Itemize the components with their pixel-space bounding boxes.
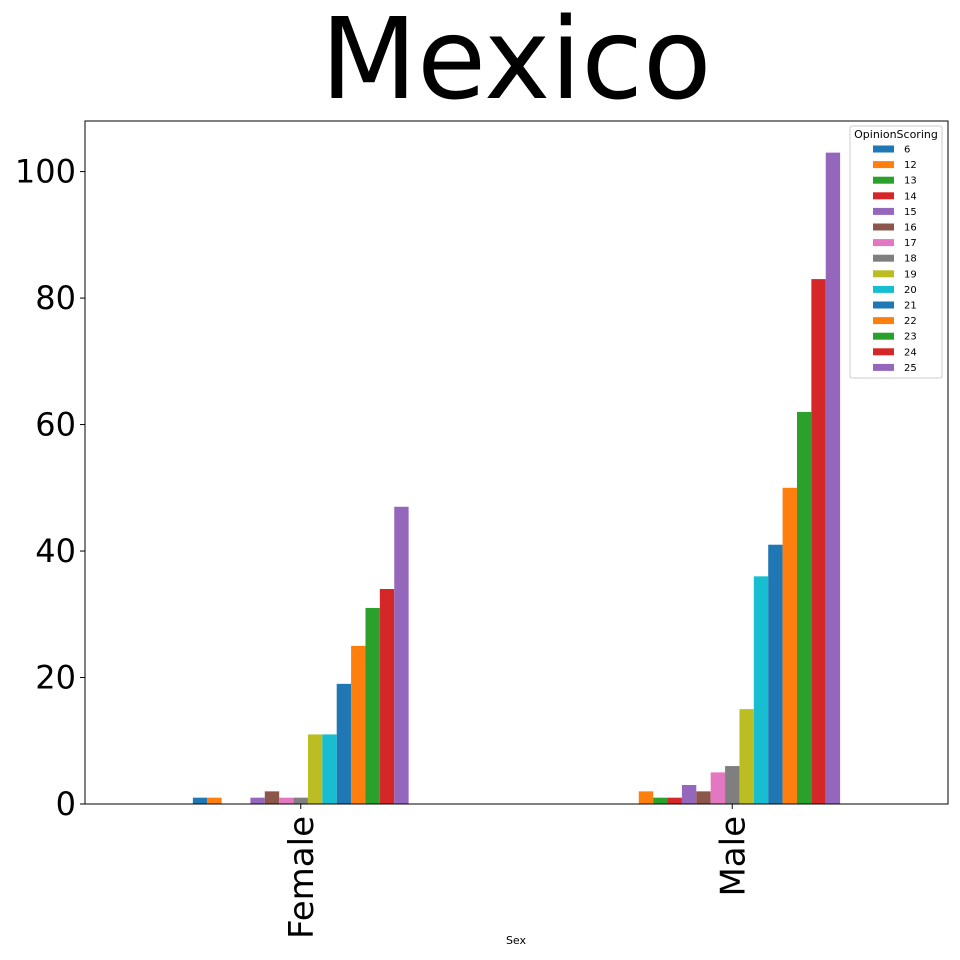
bar-female-6 — [192, 797, 208, 804]
legend-label-19: 19 — [904, 269, 917, 280]
bar-male-18 — [725, 766, 740, 804]
legend-label-17: 17 — [904, 238, 917, 249]
bar-male-23 — [796, 411, 812, 804]
bar-male-14 — [667, 797, 682, 804]
bars-layer — [192, 152, 841, 805]
legend-label-23: 23 — [904, 332, 917, 343]
x-tick-label-male: Male — [713, 816, 753, 897]
bar-male-17 — [710, 772, 726, 804]
x-tick-label-female: Female — [282, 816, 322, 939]
bar-female-24 — [379, 588, 395, 804]
legend-swatch-6 — [873, 145, 894, 153]
y-tick-label: 60 — [35, 406, 76, 444]
legend-swatch-22 — [873, 317, 894, 325]
bar-female-21 — [336, 683, 352, 804]
bar-male-22 — [782, 487, 797, 804]
legend-label-14: 14 — [904, 191, 917, 202]
legend-label-12: 12 — [904, 160, 917, 171]
legend-swatch-19 — [873, 270, 894, 278]
bar-male-13 — [653, 797, 668, 804]
y-tick-label: 0 — [56, 785, 76, 823]
legend-swatch-24 — [873, 348, 894, 356]
legend-title: OpinionScoring — [854, 128, 938, 141]
legend-label-24: 24 — [904, 347, 917, 358]
bar-male-15 — [681, 785, 697, 804]
legend: OpinionScoring 6 12 13 14 15 16 17 18 19 20 21 22 23… — [849, 125, 943, 379]
legend-swatch-20 — [873, 285, 894, 293]
legend-swatch-15 — [873, 207, 894, 215]
bar-male-20 — [753, 576, 769, 804]
legend-swatch-16 — [873, 223, 894, 231]
legend-swatch-12 — [873, 161, 894, 169]
bar-male-24 — [811, 279, 826, 805]
bar-male-25 — [825, 152, 841, 805]
y-axis: 0 20 40 60 80 100 — [15, 153, 85, 823]
bar-female-22 — [351, 645, 366, 804]
bar-female-16 — [264, 791, 280, 804]
legend-label-6: 6 — [904, 145, 910, 156]
bar-female-19 — [307, 734, 323, 804]
legend-swatch-23 — [873, 332, 894, 340]
y-tick-label: 100 — [15, 153, 76, 191]
bar-male-12 — [638, 791, 654, 804]
y-tick-label: 40 — [35, 532, 76, 570]
legend-label-13: 13 — [904, 176, 917, 187]
bar-male-21 — [768, 544, 783, 804]
legend-box — [849, 125, 943, 379]
chart-title: Mexico — [320, 0, 711, 125]
bar-female-15 — [250, 797, 265, 804]
bar-male-16 — [696, 791, 711, 804]
legend-label-20: 20 — [904, 285, 917, 296]
x-axis: Female Male — [282, 804, 753, 939]
x-axis-label: Sex — [506, 934, 527, 947]
legend-swatch-14 — [873, 192, 894, 200]
legend-swatch-17 — [873, 239, 894, 247]
legend-label-22: 22 — [904, 316, 917, 327]
bar-male-19 — [739, 709, 754, 804]
legend-swatch-13 — [873, 176, 894, 184]
legend-swatch-25 — [873, 363, 894, 371]
legend-label-21: 21 — [904, 301, 917, 312]
legend-label-18: 18 — [904, 254, 917, 265]
legend-swatch-21 — [873, 301, 894, 309]
bar-female-23 — [365, 607, 380, 804]
bar-female-12 — [207, 797, 222, 804]
plot-area-frame — [84, 120, 949, 805]
legend-swatch-18 — [873, 254, 894, 262]
bar-female-25 — [394, 506, 409, 804]
y-tick-label: 80 — [35, 279, 76, 317]
y-tick-label: 20 — [35, 659, 76, 697]
bar-female-18 — [293, 797, 308, 804]
legend-label-15: 15 — [904, 207, 917, 218]
legend-items: 6 12 13 14 15 16 17 18 19 20 21 22 23 24 25 — [873, 145, 917, 374]
legend-label-16: 16 — [904, 223, 917, 234]
legend-label-25: 25 — [904, 363, 917, 374]
bar-female-17 — [279, 797, 294, 804]
bar-female-20 — [322, 734, 337, 804]
